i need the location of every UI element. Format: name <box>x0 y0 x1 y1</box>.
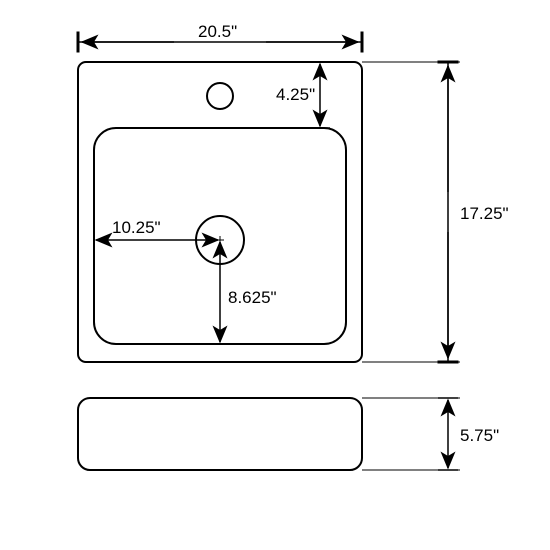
dim-drain-bottom-label: 8.625" <box>228 288 277 308</box>
faucet-hole <box>207 83 233 109</box>
dim-width-label: 20.5" <box>198 22 237 42</box>
dim-drain-left-label: 10.25" <box>112 218 161 238</box>
side-profile-rect <box>78 398 362 470</box>
dim-faucet-top-label: 4.25" <box>276 85 315 105</box>
diagram-svg <box>0 0 550 550</box>
sink-dimension-diagram: 20.5" 17.25" 4.25" 10.25" 8.625" 5.75" <box>0 0 550 550</box>
dim-height-label: 17.25" <box>460 204 509 224</box>
dim-side-height-label: 5.75" <box>460 426 499 446</box>
